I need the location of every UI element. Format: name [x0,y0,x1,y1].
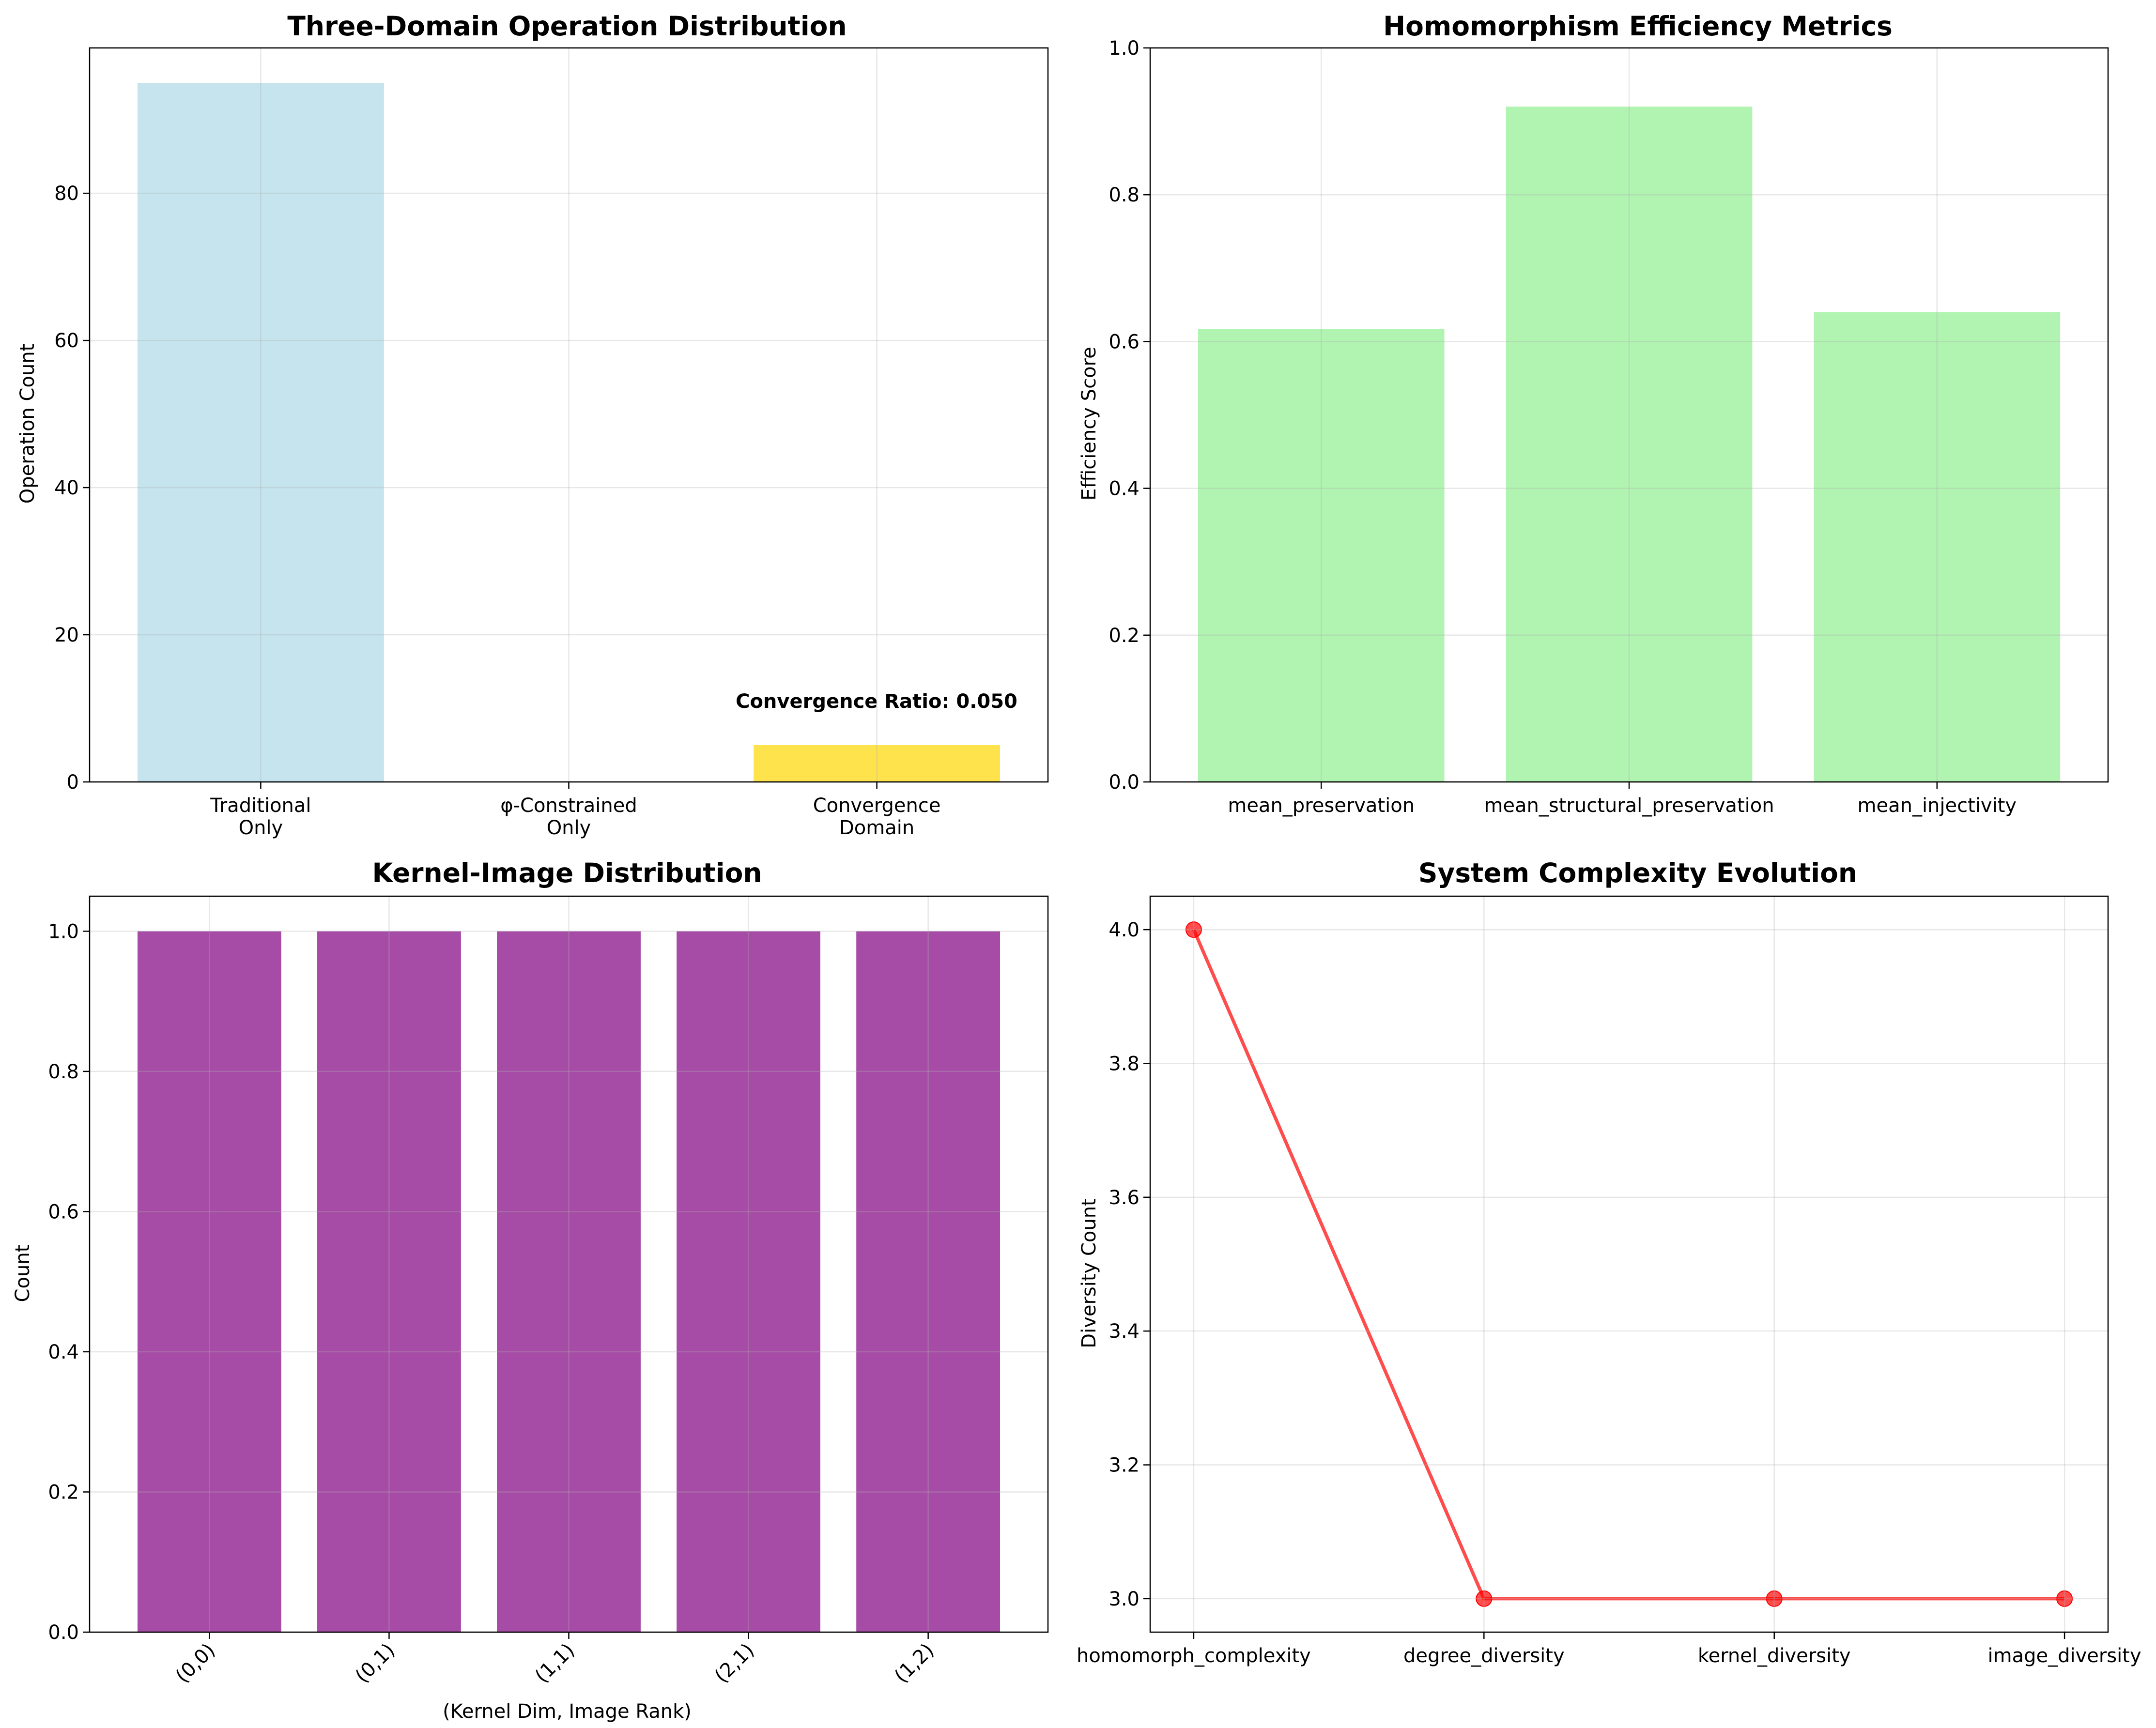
convergence-ratio-annotation: Convergence Ratio: 0.050 [736,690,1017,713]
chart-system-complexity: System Complexity Evolution Diversity Co… [1077,857,2141,1667]
y-axis-label: Efficiency Score [1078,347,1100,500]
data-point [1476,1590,1493,1607]
y-tick-label: 0.2 [1109,625,1140,647]
x-tick-label: mean_injectivity [1858,795,2017,817]
x-tick-label: homomorph_complexity [1077,1645,1311,1667]
x-tick-label: Convergence [813,795,941,817]
bar [137,83,384,782]
bar [317,931,461,1632]
x-axis-label: (Kernel Dim, Image Rank) [443,1700,692,1723]
y-tick-label: 0.8 [1109,184,1140,206]
axes-frame [1149,895,2109,1633]
y-tick-label: 1.0 [1109,37,1140,60]
y-tick-label: 4.0 [1109,919,1140,941]
y-tick-label: 0.0 [1109,771,1140,794]
bar [497,931,641,1632]
chart-title: Homomorphism Efficiency Metrics [1383,11,1893,42]
x-tick-label: kernel_diversity [1698,1645,1851,1667]
y-tick-label: 3.6 [1109,1187,1140,1209]
y-tick-label: 0.8 [48,1061,79,1083]
x-tick-label: image_diversity [1988,1645,2141,1667]
bar [137,931,281,1632]
chart-operation-distribution: Three-Domain Operation Distribution Oper… [16,11,1049,839]
bar [1506,107,1753,782]
series-line [1192,929,2065,1601]
y-tick-label: 60 [54,330,79,352]
data-point [1766,1590,1783,1607]
x-tick-label: Domain [839,817,914,839]
y-tick-label: 3.2 [1109,1454,1140,1477]
bar [1198,329,1445,782]
x-tick-label: φ-Constrained [500,795,637,817]
y-tick-label: 0.6 [48,1201,79,1223]
y-tick-label: 0.4 [1109,478,1140,500]
y-axis-label: Diversity Count [1078,1198,1100,1348]
y-tick-label: 20 [54,624,79,646]
y-tick-label: 40 [54,477,79,499]
y-tick-label: 0.6 [1109,331,1140,353]
x-tick-label: Only [239,817,283,839]
chart-kernel-image-distribution: Kernel-Image Distribution Count (Kernel … [12,857,1049,1723]
y-tick-label: 0 [67,771,79,794]
y-tick-label: 80 [54,183,79,205]
chart-title: Three-Domain Operation Distribution [287,11,847,42]
x-tick-label: Only [547,817,591,839]
data-point [2056,1590,2073,1607]
bar [754,745,1001,782]
data-point [1185,921,1202,938]
bar [677,931,820,1632]
y-tick-label: 1.0 [48,920,79,943]
y-tick-label: 3.0 [1109,1588,1140,1610]
y-tick-label: 0.4 [48,1341,79,1363]
y-tick-label: 3.8 [1109,1053,1140,1075]
chart-homomorphism-efficiency: Homomorphism Efficiency Metrics Efficien… [1078,11,2109,817]
y-tick-label: 3.4 [1109,1320,1140,1343]
y-axis-label: Count [12,1245,34,1302]
bar [856,931,1001,1632]
chart-title: Kernel-Image Distribution [372,857,762,888]
x-tick-label: degree_diversity [1403,1645,1565,1667]
x-tick-label: mean_structural_preservation [1484,795,1774,817]
chart-title: System Complexity Evolution [1418,857,1857,888]
y-tick-label: 0.2 [48,1481,79,1503]
x-tick-label: mean_preservation [1228,795,1415,817]
x-tick-label: Traditional [210,795,311,817]
y-tick-label: 0.0 [48,1621,79,1644]
y-axis-label: Operation Count [16,344,39,504]
bar [1814,312,2061,782]
